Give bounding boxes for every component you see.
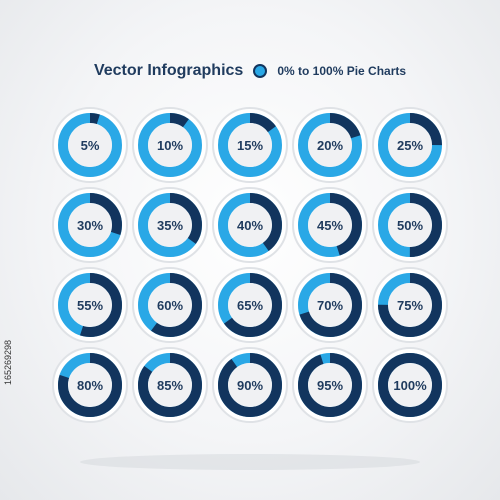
pie-100-percent: 100% (372, 347, 448, 423)
pie-slice (218, 273, 282, 337)
pie-slice (218, 113, 282, 177)
pie-45-percent: 45% (292, 187, 368, 263)
pie-slice (378, 113, 442, 177)
pie-label: 75% (397, 298, 423, 313)
pie-50-percent: 50% (372, 187, 448, 263)
pie-center (68, 283, 112, 327)
pie-center (308, 123, 352, 167)
pie-label: 20% (317, 138, 343, 153)
pie-60-percent: 60% (132, 267, 208, 343)
pie-center (388, 203, 432, 247)
pie-label: 50% (397, 218, 423, 233)
pie-center (148, 123, 192, 167)
pie-label: 5% (81, 138, 100, 153)
pie-slice (378, 193, 442, 257)
pie-slice (298, 353, 362, 417)
pie-center (228, 203, 272, 247)
pie-center (148, 203, 192, 247)
pie-label: 15% (237, 138, 263, 153)
pie-slice (58, 113, 122, 177)
pie-center (308, 363, 352, 407)
pie-slice (218, 353, 282, 417)
pie-85-percent: 85% (132, 347, 208, 423)
pie-label: 85% (157, 378, 183, 393)
pie-label: 25% (397, 138, 423, 153)
pie-label: 65% (237, 298, 263, 313)
pie-center (148, 283, 192, 327)
pie-center (308, 203, 352, 247)
pie-label: 35% (157, 218, 183, 233)
pie-30-percent: 30% (52, 187, 128, 263)
pie-center (148, 363, 192, 407)
pie-label: 100% (393, 378, 427, 393)
pie-40-percent: 40% (212, 187, 288, 263)
pie-slice (378, 273, 442, 337)
pie-slice (378, 353, 442, 417)
pie-slice (58, 193, 122, 257)
page-subtitle: 0% to 100% Pie Charts (277, 64, 407, 78)
pie-label: 55% (77, 298, 103, 313)
pie-slice (298, 193, 362, 257)
pie-center (388, 363, 432, 407)
pie-10-percent: 10% (132, 107, 208, 183)
pie-55-percent: 55% (52, 267, 128, 343)
pie-label: 40% (237, 218, 263, 233)
bullet-dot-icon (253, 64, 268, 78)
pie-slice (138, 273, 202, 337)
pie-center (388, 283, 432, 327)
pie-70-percent: 70% (292, 267, 368, 343)
pie-center (68, 363, 112, 407)
side-code: 165269298 (3, 339, 13, 385)
pie-slice (298, 113, 362, 177)
floor-shadow (80, 454, 420, 470)
pie-5-percent: 5% (52, 107, 128, 183)
pie-label: 30% (77, 218, 103, 233)
pie-75-percent: 75% (372, 267, 448, 343)
pie-center (68, 123, 112, 167)
pie-slice (138, 193, 202, 257)
pie-label: 10% (157, 138, 183, 153)
pie-center (228, 363, 272, 407)
pie-80-percent: 80% (52, 347, 128, 423)
pie-slice (58, 353, 122, 417)
pie-95-percent: 95% (292, 347, 368, 423)
pie-label: 45% (317, 218, 343, 233)
pie-center (228, 283, 272, 327)
header: Vector Infographics 0% to 100% Pie Chart… (0, 62, 500, 80)
pie-center (68, 203, 112, 247)
pie-slice (298, 273, 362, 337)
pie-label: 90% (237, 378, 263, 393)
pie-center (388, 123, 432, 167)
pie-label: 95% (317, 378, 343, 393)
pie-center (308, 283, 352, 327)
pie-65-percent: 65% (212, 267, 288, 343)
pie-label: 70% (317, 298, 343, 313)
pie-15-percent: 15% (212, 107, 288, 183)
pie-slice (58, 273, 122, 337)
pie-label: 80% (77, 378, 103, 393)
pie-20-percent: 20% (292, 107, 368, 183)
pie-90-percent: 90% (212, 347, 288, 423)
pie-center (228, 123, 272, 167)
page-title: Vector Infographics (93, 62, 244, 79)
pie-slice (218, 193, 282, 257)
pie-35-percent: 35% (132, 187, 208, 263)
pie-slice (138, 113, 202, 177)
pie-slice (138, 353, 202, 417)
pie-25-percent: 25% (372, 107, 448, 183)
pie-label: 60% (157, 298, 183, 313)
